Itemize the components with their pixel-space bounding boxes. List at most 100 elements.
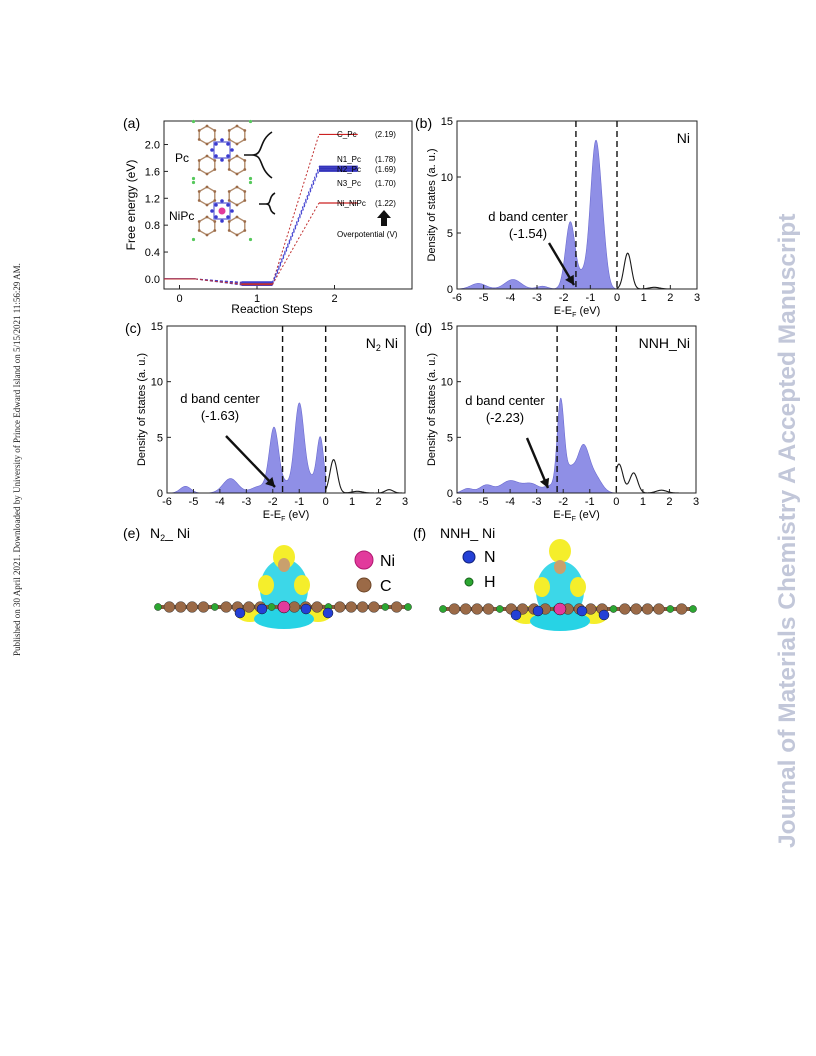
unoccupied-dos-line bbox=[325, 458, 405, 494]
n-atom bbox=[214, 203, 218, 207]
x-tick-label: 1 bbox=[640, 496, 646, 508]
c-atom bbox=[213, 199, 217, 202]
c-atom bbox=[334, 601, 346, 613]
level-name-ni-nipc: Ni_NiPc bbox=[337, 199, 366, 208]
n-atom bbox=[226, 154, 230, 158]
panel-e: (e) N2_ Ni Ni C bbox=[123, 525, 412, 629]
c-atom bbox=[235, 215, 239, 219]
c-atom bbox=[243, 220, 247, 223]
c-atom bbox=[390, 601, 403, 613]
n-atom bbox=[210, 209, 214, 213]
x-tick-label: -1 bbox=[585, 496, 595, 508]
c-atom bbox=[471, 603, 483, 615]
dos-panel-title: Ni bbox=[677, 130, 690, 146]
panel-a-energy-paths bbox=[164, 133, 358, 286]
panel-label: (d) bbox=[415, 320, 432, 336]
h-atom bbox=[267, 603, 276, 611]
plot-frame bbox=[456, 325, 697, 494]
c-atom bbox=[619, 603, 631, 615]
c-atom bbox=[205, 233, 209, 237]
ni-atom-legend-icon bbox=[354, 550, 374, 570]
c-atom bbox=[227, 159, 231, 162]
x-axis-label-sub: F bbox=[281, 516, 285, 523]
h-atom bbox=[154, 603, 162, 611]
n-atom bbox=[220, 158, 224, 162]
y-tick-label: 0 bbox=[447, 488, 453, 500]
h-atom bbox=[689, 605, 697, 613]
c-atom bbox=[213, 220, 217, 223]
n-atom bbox=[214, 142, 218, 146]
n-atom bbox=[230, 209, 234, 213]
unoccupied-dos-line bbox=[615, 463, 696, 494]
c-atom bbox=[227, 229, 231, 232]
x-tick-label: 1 bbox=[254, 293, 260, 305]
c-atom bbox=[213, 229, 217, 232]
c-atom bbox=[345, 601, 357, 613]
y-tick-label: 0 bbox=[157, 488, 163, 500]
x-tick-label: 2 bbox=[375, 496, 381, 508]
panel-a-axes: 0 1 2 0.0 0.4 0.8 1.2 1.6 2.0 bbox=[145, 140, 338, 305]
x-tick-label: -1 bbox=[585, 292, 595, 304]
n-atom bbox=[532, 605, 544, 617]
c-atom bbox=[205, 172, 209, 176]
c-atom bbox=[213, 129, 217, 132]
x-tick-label: -3 bbox=[241, 496, 251, 508]
y-axis-label: Density of states (a. u.) bbox=[426, 353, 438, 466]
x-tick-label: 2 bbox=[667, 292, 673, 304]
x-tick-label: -5 bbox=[479, 292, 489, 304]
benzo-ring bbox=[228, 216, 246, 236]
c-atom bbox=[213, 168, 217, 171]
c-atom bbox=[482, 603, 495, 615]
n-atom bbox=[322, 607, 334, 619]
rising-connector-Ni_NiPc bbox=[272, 202, 320, 285]
n-atom bbox=[300, 603, 312, 615]
legend-h: H bbox=[484, 574, 496, 591]
legend-n: N bbox=[484, 549, 496, 566]
h-atom bbox=[439, 605, 447, 613]
c-atom bbox=[311, 601, 323, 613]
c-atom bbox=[227, 220, 231, 223]
arrow-head-icon bbox=[265, 477, 275, 487]
y-tick-label: 1.6 bbox=[145, 166, 160, 178]
panel-a-frame bbox=[163, 120, 413, 290]
c-atom bbox=[641, 603, 654, 615]
panel-f-label: (f) bbox=[413, 525, 426, 541]
d-band-center-value: (-1.63) bbox=[201, 408, 239, 423]
n-atom-legend-icon bbox=[462, 550, 476, 564]
n-atom bbox=[230, 148, 234, 152]
n-atom bbox=[220, 138, 224, 142]
panel-e-title: N2_ Ni bbox=[150, 525, 190, 543]
c-atom bbox=[235, 142, 239, 146]
pc-molecule-sketch bbox=[191, 119, 253, 181]
h-atom bbox=[609, 605, 618, 613]
x-axis-label-main: E-E bbox=[553, 509, 571, 521]
panel-b: (b) -6 -5 -4 -3 -2 -1 0 1 2 3 0 5 10 15 Density of stat… bbox=[415, 115, 700, 319]
h-atom bbox=[248, 180, 253, 185]
legend-ni: Ni bbox=[380, 553, 395, 570]
y-tick-label: 0.0 bbox=[145, 274, 160, 286]
c-atom bbox=[243, 159, 247, 162]
annotation-arrow-shaft bbox=[225, 435, 276, 488]
title-sub: 2 bbox=[376, 343, 381, 353]
c-atom bbox=[368, 601, 380, 613]
nipc-molecule-sketch bbox=[191, 180, 253, 242]
h-atom bbox=[210, 603, 219, 611]
plot-frame bbox=[166, 325, 406, 494]
c-atom bbox=[197, 220, 201, 223]
x-tick-label: -5 bbox=[189, 496, 199, 508]
yellow-isosurface-right bbox=[294, 575, 310, 595]
benzo-ring bbox=[228, 155, 246, 175]
y-tick-label: 15 bbox=[151, 321, 163, 333]
c-atom bbox=[205, 203, 209, 207]
h-atom bbox=[248, 119, 253, 124]
c-atom bbox=[197, 190, 201, 193]
x-tick-label: -1 bbox=[294, 496, 304, 508]
n-atom bbox=[226, 215, 230, 219]
c-atom bbox=[227, 138, 231, 141]
level-name-n2-pc: N2_Pc bbox=[337, 165, 361, 174]
n-atom bbox=[510, 609, 522, 621]
nipc-label: NiPc bbox=[169, 209, 194, 223]
x-tick-label: -6 bbox=[452, 496, 462, 508]
y-tick-label: 15 bbox=[441, 116, 453, 128]
